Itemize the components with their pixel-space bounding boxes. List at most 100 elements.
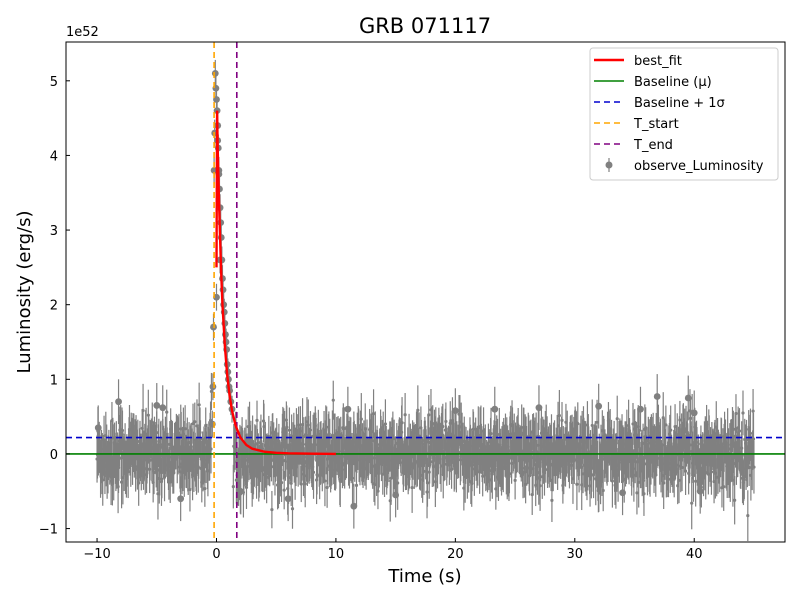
y-offset-label: 1e52 <box>66 25 99 40</box>
observed-point <box>610 479 615 483</box>
observed-point <box>270 508 274 512</box>
observed-point <box>734 411 738 416</box>
observed-point <box>709 470 714 474</box>
observed-point <box>595 402 603 410</box>
observed-point <box>363 427 367 431</box>
observed-point <box>481 474 485 478</box>
legend-baseline: Baseline (μ) <box>594 75 712 90</box>
observed-point <box>635 491 639 495</box>
observed-point <box>751 409 755 413</box>
observed-point <box>737 429 742 433</box>
x-tick-label: −10 <box>83 547 110 562</box>
legend-label: observe_Luminosity <box>634 159 764 174</box>
observed-point <box>696 487 704 495</box>
observed-point <box>136 439 140 444</box>
observed-point <box>520 425 524 430</box>
observed-point <box>383 422 388 426</box>
observed-point <box>354 483 359 487</box>
observed-point <box>115 398 122 406</box>
observed-point <box>359 417 363 421</box>
observed-point <box>535 404 543 412</box>
y-tick-label: 2 <box>50 299 58 314</box>
x-axis: −10 0 10 20 30 40 <box>83 538 703 562</box>
observed-point <box>427 413 431 417</box>
y-axis-label: Luminosity (erg/s) <box>14 211 35 374</box>
observed-point <box>410 486 414 490</box>
observed-point <box>575 482 579 486</box>
observed-point <box>490 472 494 476</box>
observed-point <box>392 491 400 499</box>
y-tick-label: 3 <box>50 224 58 239</box>
y-tick-label: 1 <box>50 373 58 388</box>
observed-point <box>666 477 671 481</box>
chart-title: GRB 071117 <box>359 14 491 38</box>
observed-point <box>601 488 605 493</box>
observed-point <box>323 479 327 483</box>
observed-point <box>456 450 461 454</box>
observed-point <box>731 427 735 431</box>
observed-point <box>396 481 400 485</box>
observed-point <box>690 501 694 505</box>
observed-point <box>653 393 661 400</box>
observed-point <box>299 482 303 486</box>
observed-point <box>297 423 301 427</box>
x-tick-label: 0 <box>212 547 220 562</box>
observed-point <box>403 413 407 417</box>
data-layer <box>66 42 785 542</box>
observed-point <box>491 405 499 413</box>
observed-point <box>331 398 335 402</box>
legend-t-end: T_end <box>594 138 673 153</box>
observed-point <box>422 469 426 473</box>
observed-point <box>209 383 217 391</box>
observed-point <box>244 485 249 489</box>
observed-point <box>642 492 646 496</box>
legend-label: T_start <box>633 117 679 132</box>
observed-point <box>290 507 295 511</box>
observed-point <box>590 423 594 428</box>
observed-point <box>231 485 235 489</box>
observed-point <box>664 423 668 427</box>
observed-point <box>677 478 681 482</box>
observed-point <box>311 470 316 474</box>
best-fit-curve <box>215 110 336 456</box>
observed-point <box>165 410 169 414</box>
observed-point <box>193 420 197 424</box>
observed-point <box>451 407 459 415</box>
x-axis-label: Time (s) <box>387 566 461 587</box>
observed-point <box>159 404 167 412</box>
observed-point <box>741 411 745 415</box>
observed-point <box>350 502 358 510</box>
observed-point <box>722 485 726 489</box>
observed-point <box>303 482 307 486</box>
observed-point <box>507 472 512 476</box>
observed-point <box>752 465 756 469</box>
observed-point <box>146 413 150 417</box>
observed-point <box>287 428 292 432</box>
observed-point <box>400 421 404 425</box>
observed-point <box>690 409 698 417</box>
observed-point <box>680 465 684 470</box>
observed-point <box>152 470 156 475</box>
observed-point <box>325 425 329 429</box>
legend-marker-swatch <box>605 161 613 169</box>
observed-point <box>177 495 185 503</box>
observed-point <box>538 484 542 488</box>
y-tick-label: 0 <box>50 448 58 463</box>
y-tick-label: 5 <box>50 75 58 90</box>
observed-point <box>342 426 346 431</box>
observed-point <box>289 481 293 485</box>
observed-point <box>203 487 207 491</box>
observed-point <box>683 469 688 473</box>
observed-point <box>255 418 259 423</box>
observed-point <box>279 481 284 485</box>
observed-point <box>284 495 292 503</box>
observed-point <box>120 428 125 433</box>
observed-point <box>282 488 286 492</box>
observed-point <box>102 438 106 442</box>
x-tick-label: 10 <box>328 547 345 562</box>
observed-point <box>236 487 244 495</box>
legend: best_fit Baseline (μ) Baseline + 1σ T_start… <box>589 47 779 181</box>
x-tick-label: 30 <box>567 547 584 562</box>
observed-point <box>344 405 352 413</box>
